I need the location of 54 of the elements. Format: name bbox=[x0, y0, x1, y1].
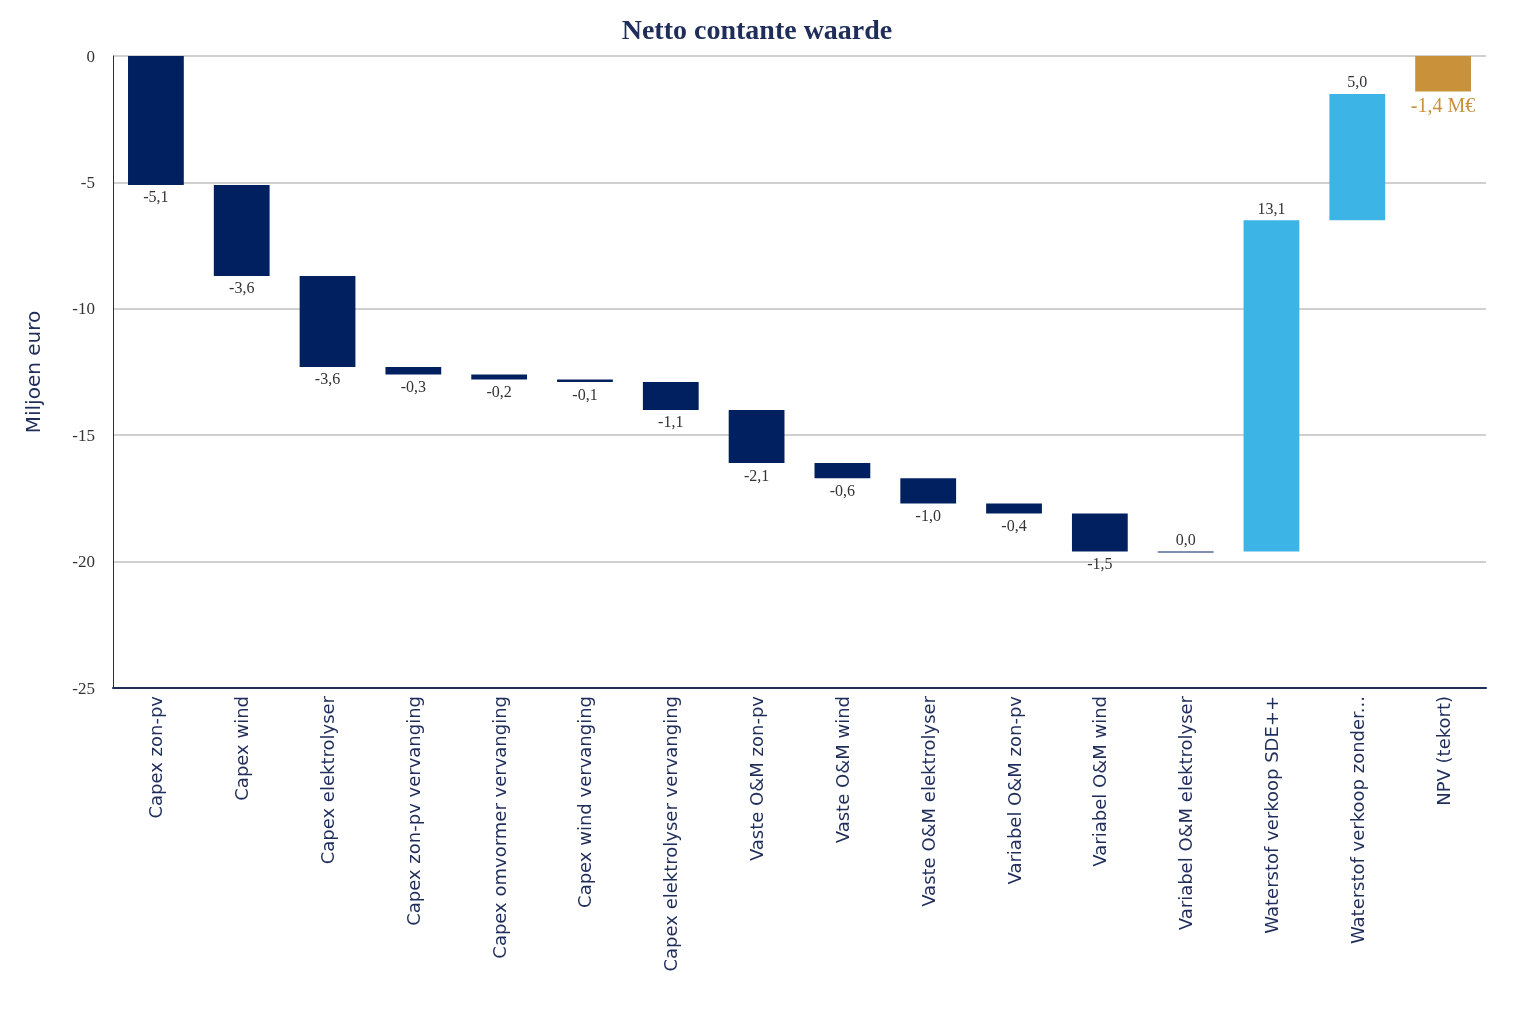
bar bbox=[471, 374, 528, 380]
x-tick-label: Capex wind bbox=[231, 696, 253, 801]
bar bbox=[299, 275, 356, 367]
chart-title: Netto contante waarde bbox=[621, 13, 893, 45]
x-tick-label: Capex zon-pv vervanging bbox=[402, 696, 424, 926]
data-label: 5,0 bbox=[1347, 73, 1368, 91]
data-label: -0,1 bbox=[572, 385, 598, 403]
x-tick-label: Capex zon-pv bbox=[145, 695, 167, 819]
data-label: -5,1 bbox=[143, 188, 169, 206]
bar bbox=[900, 478, 957, 504]
x-tick-label: Vaste O&M zon-pv bbox=[746, 695, 768, 862]
data-label: 13,1 bbox=[1257, 199, 1286, 217]
bar bbox=[814, 463, 871, 479]
data-label: -2,1 bbox=[743, 466, 770, 484]
y-tick-label: -20 bbox=[72, 552, 95, 572]
bar bbox=[642, 382, 699, 410]
bar bbox=[728, 409, 785, 464]
x-tick-label: Vaste O&M elektrolyser bbox=[917, 695, 939, 907]
x-tick-label: Variabel O&M wind bbox=[1089, 696, 1111, 867]
bar bbox=[213, 184, 270, 276]
x-tick-label: Variabel O&M zon-pv bbox=[1003, 695, 1025, 885]
data-label: 0,0 bbox=[1175, 530, 1196, 548]
bar bbox=[1329, 93, 1386, 221]
data-label: -0,4 bbox=[1001, 517, 1027, 535]
data-label: -1,1 bbox=[658, 413, 684, 431]
data-label: -0,3 bbox=[400, 378, 427, 396]
bar bbox=[986, 503, 1042, 514]
bar bbox=[1071, 513, 1128, 552]
data-label: -1,0 bbox=[915, 506, 941, 524]
x-tick-label: Variabel O&M elektrolyser bbox=[1175, 695, 1197, 931]
bar bbox=[128, 56, 184, 185]
x-tick-label: Waterstof verkoop zonder... bbox=[1346, 696, 1368, 945]
data-label: -1,5 bbox=[1087, 554, 1113, 572]
y-tick-label: -15 bbox=[72, 425, 95, 445]
y-tick-label: 0 bbox=[86, 46, 95, 66]
data-label: -0,2 bbox=[486, 383, 512, 401]
bar bbox=[1415, 56, 1471, 92]
y-axis-title: Miljoen euro bbox=[21, 310, 45, 434]
x-tick-label: Capex elektrolyser bbox=[317, 695, 339, 865]
bar bbox=[1243, 220, 1300, 552]
x-tick-label: Capex wind vervanging bbox=[574, 696, 596, 908]
data-label: -1,4 M€ bbox=[1410, 94, 1476, 117]
x-tick-label: Capex elektrolyser vervanging bbox=[660, 696, 682, 972]
data-label: -3,6 bbox=[314, 370, 341, 388]
y-tick-label: -10 bbox=[72, 299, 95, 319]
x-tick-label: NPV (tekort) bbox=[1432, 696, 1454, 806]
x-tick-label: Vaste O&M wind bbox=[831, 696, 853, 844]
data-label: -0,6 bbox=[829, 481, 856, 499]
x-tick-label: Waterstof verkoop SDE++ bbox=[1260, 696, 1282, 934]
data-label: -3,6 bbox=[229, 279, 255, 297]
y-tick-label: -25 bbox=[72, 678, 95, 698]
bar bbox=[385, 366, 442, 375]
x-tick-label: Capex omvormer vervanging bbox=[488, 696, 510, 959]
y-tick-label: -5 bbox=[80, 172, 95, 192]
